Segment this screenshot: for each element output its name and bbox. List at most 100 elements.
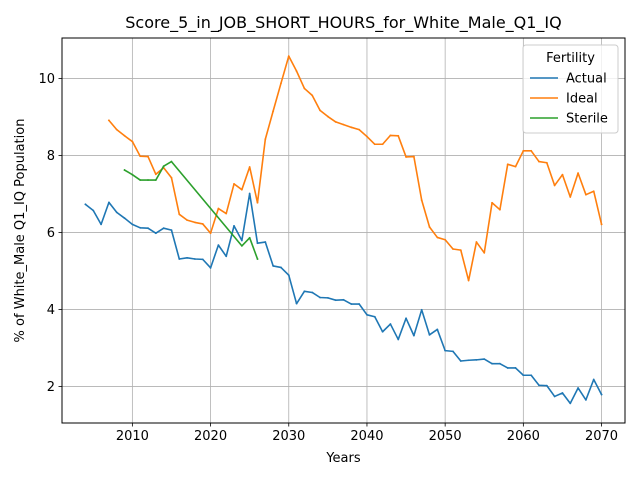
data-point-sterile — [139, 179, 141, 181]
legend-label: Ideal — [566, 92, 598, 107]
data-point-actual — [569, 402, 571, 404]
data-point-actual — [288, 274, 290, 276]
data-point-actual — [304, 290, 306, 292]
data-point-ideal — [147, 156, 149, 158]
data-point-actual — [593, 379, 595, 381]
data-point-ideal — [593, 190, 595, 192]
data-point-actual — [147, 227, 149, 229]
data-point-ideal — [280, 83, 282, 85]
data-point-actual — [335, 299, 337, 301]
y-tick-label: 6 — [47, 226, 55, 241]
data-point-actual — [468, 359, 470, 361]
data-point-actual — [358, 303, 360, 305]
data-point-ideal — [538, 161, 540, 163]
data-point-ideal — [366, 136, 368, 138]
data-point-actual — [429, 334, 431, 336]
data-point-actual — [538, 384, 540, 386]
data-point-sterile — [124, 169, 126, 171]
data-point-actual — [460, 360, 462, 362]
legend-label: Sterile — [566, 112, 608, 127]
data-point-ideal — [257, 202, 259, 204]
data-point-actual — [163, 227, 165, 229]
data-point-actual — [116, 212, 118, 214]
data-point-actual — [476, 359, 478, 361]
data-point-ideal — [476, 241, 478, 243]
data-point-ideal — [601, 223, 603, 225]
data-point-ideal — [288, 55, 290, 57]
x-tick-label: 2050 — [429, 429, 462, 444]
data-point-ideal — [202, 223, 204, 225]
x-axis-label: Years — [325, 451, 361, 466]
data-point-actual — [178, 258, 180, 260]
legend: Fertility Actual Ideal Sterile — [523, 45, 618, 133]
data-point-ideal — [562, 174, 564, 176]
data-point-sterile — [131, 174, 133, 176]
y-tick-label: 2 — [47, 380, 55, 395]
data-point-actual — [507, 367, 509, 369]
x-tick-label: 2040 — [350, 429, 383, 444]
data-point-actual — [554, 396, 556, 398]
data-point-actual — [202, 258, 204, 260]
data-point-ideal — [272, 110, 274, 112]
y-tick-label: 10 — [38, 72, 55, 87]
data-point-actual — [186, 257, 188, 259]
data-point-actual — [390, 323, 392, 325]
data-point-ideal — [405, 156, 407, 158]
data-point-ideal — [171, 177, 173, 179]
data-point-actual — [522, 374, 524, 376]
data-point-ideal — [546, 162, 548, 164]
data-point-actual — [124, 217, 126, 219]
data-point-actual — [233, 225, 235, 227]
data-point-ideal — [241, 189, 243, 191]
data-point-actual — [194, 258, 196, 260]
data-point-actual — [100, 223, 102, 225]
data-point-ideal — [296, 70, 298, 72]
data-point-ideal — [350, 126, 352, 128]
data-point-actual — [577, 387, 579, 389]
data-point-ideal — [233, 183, 235, 185]
data-point-sterile — [147, 179, 149, 181]
data-point-ideal — [436, 237, 438, 239]
data-point-actual — [225, 255, 227, 257]
data-point-actual — [280, 267, 282, 269]
data-point-actual — [92, 210, 94, 212]
data-point-actual — [421, 309, 423, 311]
data-point-ideal — [507, 163, 509, 165]
data-point-ideal — [358, 129, 360, 131]
data-point-actual — [311, 292, 313, 294]
data-point-actual — [217, 244, 219, 246]
data-point-sterile — [171, 161, 173, 163]
data-point-ideal — [178, 213, 180, 215]
data-point-sterile — [155, 179, 157, 181]
y-tick-label: 4 — [47, 303, 55, 318]
data-point-ideal — [186, 219, 188, 221]
data-point-actual — [436, 329, 438, 331]
data-point-actual — [413, 335, 415, 337]
data-point-ideal — [304, 88, 306, 90]
data-point-ideal — [249, 166, 251, 168]
data-point-actual — [601, 394, 603, 396]
x-tick-label: 2070 — [585, 429, 618, 444]
data-point-ideal — [116, 129, 118, 131]
data-point-sterile — [241, 245, 243, 247]
data-point-ideal — [327, 116, 329, 118]
data-point-ideal — [444, 239, 446, 241]
data-point-actual — [85, 203, 87, 205]
legend-label: Actual — [566, 72, 607, 87]
y-tick-label: 8 — [47, 149, 55, 164]
data-point-actual — [483, 358, 485, 360]
data-point-actual — [171, 229, 173, 231]
data-point-actual — [264, 241, 266, 243]
data-point-actual — [515, 367, 517, 369]
data-point-ideal — [483, 252, 485, 254]
data-point-sterile — [249, 237, 251, 239]
data-point-actual — [546, 385, 548, 387]
data-point-ideal — [397, 135, 399, 137]
data-point-ideal — [374, 143, 376, 145]
data-point-ideal — [225, 213, 227, 215]
data-point-ideal — [522, 150, 524, 152]
data-point-ideal — [124, 135, 126, 137]
data-point-ideal — [577, 172, 579, 174]
data-point-actual — [319, 297, 321, 299]
